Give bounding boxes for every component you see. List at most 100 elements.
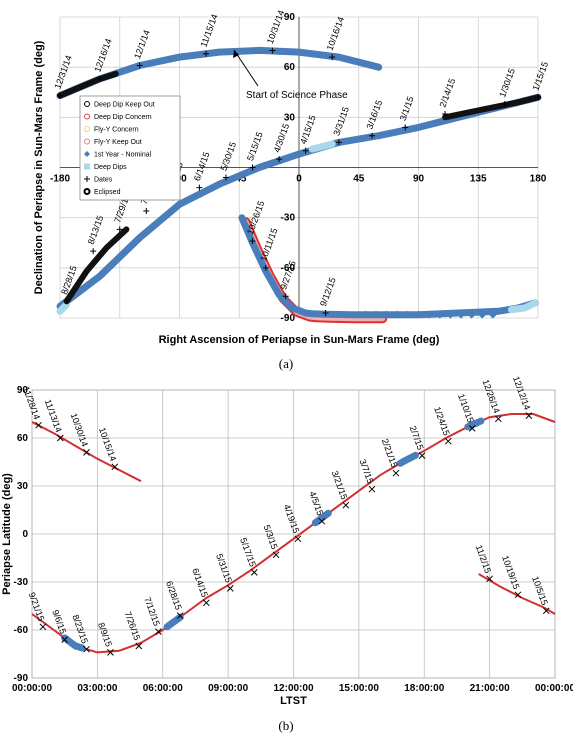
nominal-segment: [396, 451, 419, 467]
y-tick-label: 30: [17, 481, 29, 492]
nominal-marker: [435, 310, 444, 319]
x-tick-label: 0: [296, 174, 302, 185]
eclipsed-segment: [63, 226, 130, 305]
x-tick-label: 12:00:00: [273, 683, 313, 694]
y-tick-label: -90: [14, 673, 29, 684]
nominal-marker: [393, 310, 402, 319]
x-tick-label: 00:00:00: [12, 683, 52, 694]
date-marker: [249, 164, 256, 171]
date-marker: [369, 132, 376, 139]
legend-label: 1st Year - Nominal: [94, 152, 152, 159]
date-marker: [329, 54, 336, 61]
x-tick-label: 180: [530, 174, 547, 185]
x-tick-label: 03:00:00: [77, 683, 117, 694]
date-marker: [402, 124, 409, 131]
x-tick-label: 15:00:00: [339, 683, 379, 694]
date-marker: [282, 293, 289, 300]
y-tick-label: 60: [17, 433, 29, 444]
date-marker: [226, 585, 234, 592]
date-marker: [107, 649, 114, 656]
date-marker: [222, 174, 229, 181]
date-marker: [302, 147, 309, 154]
legend-marker: [84, 138, 90, 145]
date-marker: [250, 569, 258, 576]
date-marker: [494, 415, 502, 423]
y-tick-label: -60: [14, 625, 29, 636]
date-marker: [196, 184, 203, 191]
date-marker: [392, 469, 400, 477]
date-marker: [322, 309, 329, 316]
date-marker: [542, 607, 550, 615]
y-tick-label: 60: [284, 62, 296, 73]
eclipsed-segment: [57, 70, 119, 99]
nominal-marker: [403, 310, 412, 319]
nominal-marker: [478, 310, 487, 319]
date-marker: [318, 517, 326, 525]
date-marker: [203, 50, 210, 57]
caption-b: (b): [278, 718, 293, 733]
nominal-marker: [372, 310, 381, 319]
y-tick-label: -90: [281, 313, 296, 324]
caption-a: (a): [279, 356, 293, 371]
x-tick-label: 00:00:00: [535, 683, 573, 694]
x-tick-label: 21:00:00: [470, 683, 510, 694]
date-marker: [61, 636, 69, 643]
nominal-marker: [456, 310, 465, 319]
annotation-arrowhead: [233, 50, 239, 58]
date-marker: [202, 599, 210, 607]
date-marker: [269, 47, 276, 54]
nominal-marker: [361, 310, 370, 319]
legend-label: Fly-Y Concern: [94, 127, 139, 134]
date-marker: [468, 425, 476, 432]
legend-marker: [84, 176, 90, 182]
x-tick-label: 90: [413, 174, 425, 185]
date-marker: [111, 463, 119, 471]
legend-label: Deep Dip Concern: [94, 114, 152, 121]
date-marker: [525, 412, 533, 419]
x-tick-label: 06:00:00: [143, 683, 183, 694]
date-marker: [335, 139, 342, 146]
legend-label: Eclipsed: [94, 189, 121, 196]
date-marker: [135, 642, 143, 650]
date-marker: [535, 94, 541, 101]
date-marker: [444, 437, 452, 445]
legend-marker: [83, 188, 91, 195]
date-marker: [96, 75, 103, 82]
legend-label: Deep Dip Keep Out: [94, 102, 155, 109]
date-marker: [57, 92, 63, 99]
date-marker: [272, 551, 280, 559]
y-tick-label: 90: [284, 12, 296, 23]
date-marker: [262, 264, 269, 271]
y-tick-label: -30: [281, 213, 296, 224]
date-marker: [294, 535, 302, 543]
date-marker: [501, 100, 508, 107]
x-tick-label: 135: [470, 174, 487, 185]
date-marker: [276, 156, 283, 163]
date-marker: [63, 298, 70, 305]
nominal-marker: [488, 310, 497, 319]
legend-marker: [84, 126, 90, 132]
x-axis-title: Right Ascension of Periapse in Sun-Mars …: [159, 334, 440, 346]
date-marker: [83, 449, 90, 456]
date-marker: [136, 62, 143, 69]
legend-marker: [84, 163, 90, 170]
nominal-segment: [311, 509, 332, 527]
annotation-arrow: [233, 49, 259, 87]
y-tick-label: -60: [281, 263, 296, 274]
date-marker: [249, 238, 256, 245]
y-tick-label: 30: [284, 112, 296, 123]
y-tick-label: 0: [22, 529, 28, 540]
date-marker: [176, 612, 184, 619]
legend-box: [79, 95, 181, 201]
legend-label: Deep Dips: [94, 164, 127, 171]
legend-marker: [84, 101, 90, 107]
nominal-marker: [425, 310, 434, 319]
legend-label: Fly-Y Keep Out: [94, 139, 142, 146]
nominal-marker: [467, 310, 476, 319]
date-marker: [155, 628, 162, 635]
date-marker: [418, 452, 426, 459]
date-marker: [514, 591, 522, 599]
legend-marker: [84, 151, 90, 157]
y-axis-title: Declination of Periapse in Sun-Mars Fram…: [33, 40, 45, 294]
